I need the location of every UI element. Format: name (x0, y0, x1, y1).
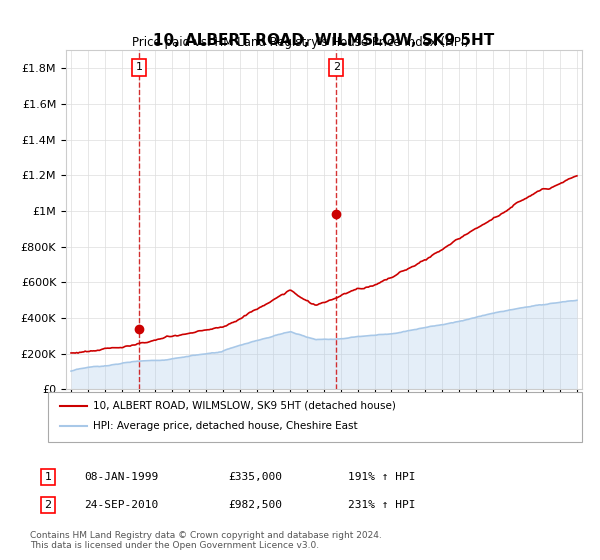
Text: 2: 2 (333, 62, 340, 72)
Text: 08-JAN-1999: 08-JAN-1999 (84, 472, 158, 482)
Text: Contains HM Land Registry data © Crown copyright and database right 2024.
This d: Contains HM Land Registry data © Crown c… (30, 530, 382, 550)
Text: £335,000: £335,000 (228, 472, 282, 482)
Text: 2: 2 (44, 500, 52, 510)
Text: 1: 1 (44, 472, 52, 482)
Text: 231% ↑ HPI: 231% ↑ HPI (348, 500, 415, 510)
Text: HPI: Average price, detached house, Cheshire East: HPI: Average price, detached house, Ches… (93, 421, 358, 431)
Text: 10, ALBERT ROAD, WILMSLOW, SK9 5HT (detached house): 10, ALBERT ROAD, WILMSLOW, SK9 5HT (deta… (93, 401, 396, 411)
Text: 1: 1 (136, 62, 143, 72)
Title: 10, ALBERT ROAD, WILMSLOW, SK9 5HT: 10, ALBERT ROAD, WILMSLOW, SK9 5HT (154, 33, 494, 48)
Text: 24-SEP-2010: 24-SEP-2010 (84, 500, 158, 510)
Text: 191% ↑ HPI: 191% ↑ HPI (348, 472, 415, 482)
Text: Price paid vs. HM Land Registry's House Price Index (HPI): Price paid vs. HM Land Registry's House … (131, 36, 469, 49)
Text: £982,500: £982,500 (228, 500, 282, 510)
